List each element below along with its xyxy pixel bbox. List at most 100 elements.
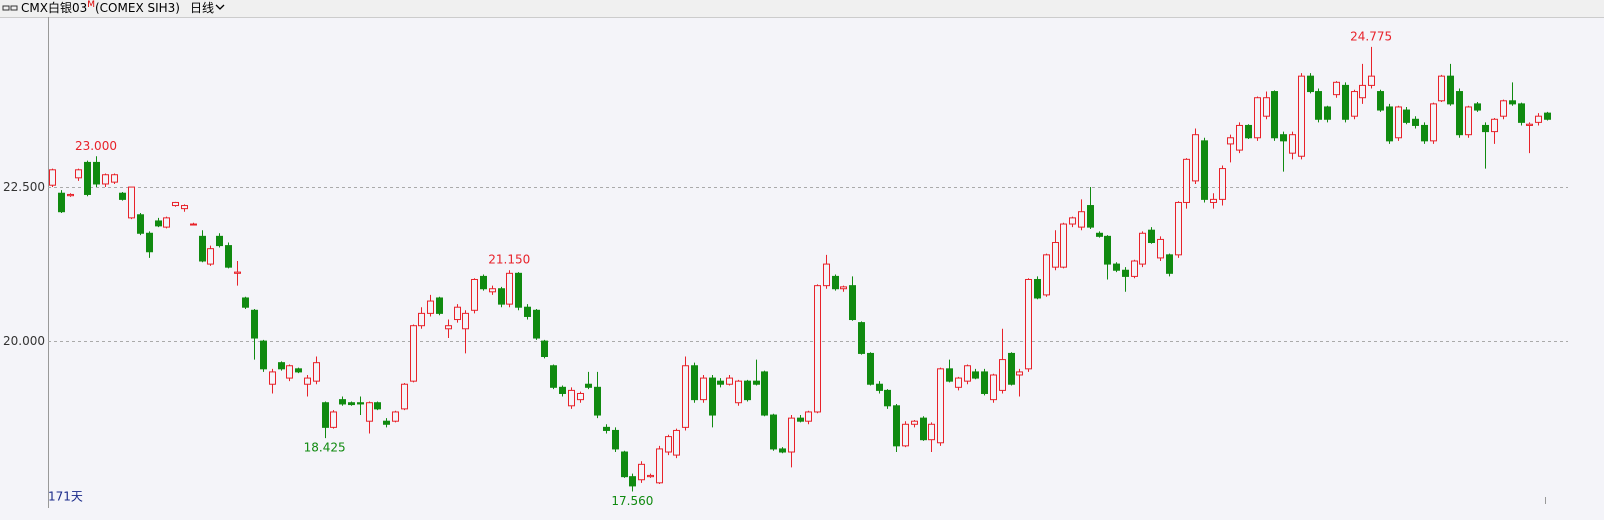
candle-body <box>1131 260 1138 277</box>
candle-body <box>797 417 804 422</box>
candle-body <box>357 402 364 405</box>
candle-body <box>585 383 592 388</box>
header: CMX白银03M(COMEX SIH3) 日线 <box>0 0 1604 17</box>
candle-body <box>1166 254 1173 274</box>
candle-body <box>1060 223 1067 268</box>
candle-body <box>788 417 795 453</box>
candle-body <box>735 380 742 404</box>
extreme-label: 23.000 <box>75 139 117 153</box>
candle-body <box>1500 100 1507 117</box>
candle-body <box>339 399 346 405</box>
candle-body <box>691 365 698 401</box>
candle-body <box>506 272 513 305</box>
candle-body <box>374 402 381 410</box>
candle-body <box>647 474 654 478</box>
candle-body <box>251 309 258 339</box>
candle-body <box>322 402 329 428</box>
candle-body <box>1474 103 1481 111</box>
candle-body <box>427 300 434 314</box>
candle-body <box>1535 115 1542 123</box>
candle-body <box>1438 75 1445 102</box>
candle-body <box>726 377 733 385</box>
candle-body <box>84 161 91 195</box>
candle-body <box>876 383 883 391</box>
candle-body <box>1069 217 1076 225</box>
period-label: 171天 <box>48 490 83 504</box>
candle-body <box>867 352 874 385</box>
candle-body <box>286 365 293 379</box>
candle-body <box>1421 124 1428 142</box>
candle-body <box>260 340 267 370</box>
candle-body <box>1491 118 1498 133</box>
candle-body <box>1175 201 1182 256</box>
candle-body <box>805 411 812 422</box>
candle-body <box>1526 123 1533 126</box>
candle-body <box>489 288 496 293</box>
candle-body <box>1043 254 1050 296</box>
candle-body <box>665 436 672 453</box>
candle-body <box>1122 269 1129 277</box>
candle-body <box>946 368 953 382</box>
candle-body <box>955 377 962 388</box>
candle-body <box>163 217 170 228</box>
candle-body <box>893 405 900 447</box>
candle-body <box>383 420 390 425</box>
candle-body <box>128 186 135 219</box>
flag: M <box>87 0 95 10</box>
header-icon <box>2 5 18 11</box>
candle-body <box>1280 134 1287 142</box>
candle-body <box>392 411 399 422</box>
candle-body <box>1148 229 1155 244</box>
candle-body <box>559 386 566 394</box>
candle-body <box>102 174 109 185</box>
candle-body <box>884 389 891 407</box>
candle-body <box>1113 263 1120 271</box>
dropdown-chevron[interactable] <box>214 1 226 13</box>
y-tick-label: 20.000 <box>3 334 45 348</box>
candle-body <box>366 402 373 422</box>
candle-body <box>172 201 179 207</box>
candle-body <box>155 220 162 227</box>
candle-body <box>1078 211 1085 228</box>
candle-body <box>770 414 777 450</box>
candle-body <box>67 193 74 197</box>
candle-body <box>753 380 760 385</box>
candle-body <box>709 377 716 416</box>
candle-body <box>242 297 249 308</box>
candle-body <box>1368 75 1375 86</box>
candle-body <box>515 272 522 308</box>
candle-body <box>58 192 65 213</box>
candle-body <box>629 476 636 487</box>
candle-body <box>1403 109 1410 123</box>
candle-body <box>911 420 918 425</box>
candle-body <box>93 161 100 185</box>
candle-body <box>937 368 944 444</box>
candle-body <box>533 309 540 339</box>
candle-body <box>1307 75 1314 93</box>
candle-body <box>717 380 724 385</box>
candle-body <box>1271 91 1278 139</box>
candle-body <box>744 380 751 401</box>
candle-body <box>1351 91 1358 117</box>
candle-body <box>832 275 839 290</box>
candle-body <box>638 463 645 481</box>
candle-body <box>1192 134 1199 182</box>
candle-body <box>418 312 425 327</box>
candle-body <box>1342 84 1349 120</box>
candle-body <box>119 192 126 200</box>
candle-body <box>199 235 206 262</box>
candle-body <box>1034 278 1041 299</box>
candle-body <box>1183 158 1190 203</box>
candle-body <box>269 371 276 385</box>
candle-body <box>603 426 610 431</box>
candle-body <box>779 448 786 453</box>
candle-body <box>410 325 417 382</box>
candle-body <box>1254 97 1261 139</box>
candle-body <box>454 306 461 321</box>
period-selector[interactable]: 日线 <box>189 1 214 15</box>
candle-body <box>1395 106 1402 139</box>
extreme-label: 17.560 <box>611 494 653 508</box>
candle-body <box>1016 371 1023 376</box>
